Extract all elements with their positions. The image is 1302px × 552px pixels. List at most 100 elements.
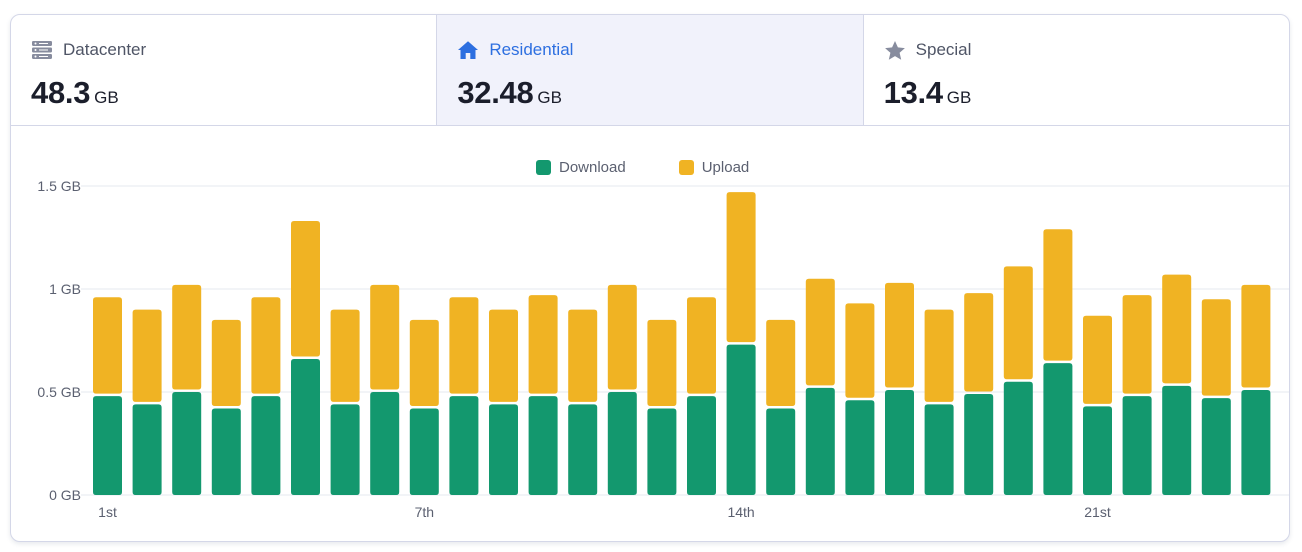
y-tick-label: 0.5 GB (37, 384, 81, 400)
y-tick-label: 1 GB (49, 281, 81, 297)
bar-upload[interactable] (805, 278, 835, 386)
usage-value: 13.4 GB (884, 75, 1289, 111)
bar-upload[interactable] (1162, 274, 1192, 384)
bar-chart-plot: 0 GB 0.5 GB 1 GB 1.5 GB 1st 7th 14th 21st (37, 178, 1289, 520)
bar-upload[interactable] (528, 295, 558, 394)
bar-download[interactable] (1043, 363, 1073, 495)
bar-download[interactable] (647, 408, 677, 495)
bar-download[interactable] (291, 359, 320, 495)
bar-download[interactable] (330, 404, 360, 495)
bar-download[interactable] (1201, 398, 1231, 495)
y-tick-label: 1.5 GB (37, 178, 81, 194)
usage-amount: 32.48 (457, 75, 534, 110)
x-tick-label: 1st (98, 504, 117, 520)
bar-upload[interactable] (647, 319, 677, 406)
bar-upload[interactable] (1122, 295, 1152, 394)
bar-upload[interactable] (211, 319, 241, 406)
bar-download[interactable] (845, 400, 875, 495)
bar-download[interactable] (607, 392, 637, 495)
legend-item-upload[interactable]: Upload (678, 159, 750, 176)
bar-upload[interactable] (251, 297, 281, 394)
bar-download[interactable] (687, 396, 716, 495)
bar-upload[interactable] (1083, 315, 1112, 404)
bar-upload[interactable] (885, 282, 914, 388)
bar-download[interactable] (1241, 389, 1271, 495)
tab-head: Residential (457, 39, 862, 61)
usage-value: 48.3 GB (31, 75, 436, 111)
bar-upload[interactable] (766, 319, 796, 406)
bar-upload[interactable] (687, 297, 716, 394)
bar-download[interactable] (528, 396, 558, 495)
bar-download[interactable] (766, 408, 796, 495)
tab-datacenter[interactable]: Datacenter 48.3 GB (11, 15, 436, 125)
bar-download[interactable] (132, 404, 162, 495)
bar-upload[interactable] (172, 284, 202, 390)
usage-amount: 48.3 (31, 75, 91, 110)
bar-download[interactable] (370, 392, 400, 495)
tab-label: Residential (489, 40, 574, 59)
tab-special[interactable]: Special 13.4 GB (862, 15, 1289, 125)
home-icon (457, 39, 479, 61)
star-icon (884, 39, 906, 61)
bar-download[interactable] (726, 344, 756, 495)
bar-upload[interactable] (132, 309, 162, 402)
bar-upload[interactable] (449, 297, 479, 394)
usage-chart: Download Upload 0 GB 0.5 GB 1 GB 1.5 GB 1st 7… (11, 126, 1289, 541)
bar-upload[interactable] (409, 319, 439, 406)
bar-download[interactable] (964, 394, 994, 495)
bar-download[interactable] (924, 404, 954, 495)
tab-label: Special (915, 40, 972, 59)
x-tick-label: 21st (1084, 504, 1111, 520)
tab-label: Datacenter (63, 40, 147, 59)
bar-download[interactable] (1083, 406, 1112, 495)
bar-upload[interactable] (330, 309, 360, 402)
legend-item-download[interactable]: Download (536, 159, 626, 176)
bar-upload[interactable] (370, 284, 400, 390)
bar-download[interactable] (568, 404, 598, 495)
legend-label: Upload (701, 159, 750, 176)
legend-swatch-upload (678, 160, 694, 175)
bar-download[interactable] (1162, 385, 1192, 495)
bar-upload[interactable] (607, 284, 637, 390)
usage-unit: GB (94, 88, 119, 107)
y-tick-label: 0 GB (49, 487, 81, 503)
bar-download[interactable] (409, 408, 439, 495)
x-tick-label: 14th (727, 504, 754, 520)
proxy-type-tabs: Datacenter 48.3 GB Residential 32.48 GB (11, 15, 1289, 126)
bar-upload[interactable] (726, 192, 756, 343)
bar-upload[interactable] (568, 309, 598, 402)
chart-legend: Download Upload (536, 159, 749, 176)
usage-unit: GB (537, 88, 562, 107)
bar-download[interactable] (449, 396, 479, 495)
legend-label: Download (559, 159, 626, 176)
bar-download[interactable] (1122, 396, 1152, 495)
legend-swatch-download (536, 160, 551, 175)
bar-upload[interactable] (93, 297, 122, 394)
bar-download[interactable] (805, 387, 835, 495)
bar-upload[interactable] (964, 293, 994, 392)
tab-head: Special (884, 39, 1289, 61)
server-icon (31, 39, 53, 61)
bar-upload[interactable] (1201, 299, 1231, 396)
usage-unit: GB (946, 88, 972, 107)
tab-head: Datacenter (31, 39, 436, 61)
bar-upload[interactable] (845, 303, 875, 398)
tab-residential[interactable]: Residential 32.48 GB (436, 15, 863, 125)
bar-upload[interactable] (489, 309, 518, 402)
bar-download[interactable] (489, 404, 518, 495)
usage-amount: 13.4 (883, 75, 943, 110)
usage-card: Datacenter 48.3 GB Residential 32.48 GB (10, 14, 1290, 542)
bar-upload[interactable] (1003, 266, 1033, 380)
bar-download[interactable] (251, 396, 281, 495)
bar-upload[interactable] (291, 221, 320, 357)
bar-download[interactable] (885, 389, 914, 495)
bar-download[interactable] (211, 408, 241, 495)
bar-download[interactable] (172, 392, 202, 495)
x-tick-label: 7th (415, 504, 434, 520)
bar-download[interactable] (1003, 381, 1033, 495)
bar-upload[interactable] (1043, 229, 1073, 361)
usage-value: 32.48 GB (457, 75, 862, 111)
bar-download[interactable] (93, 396, 122, 495)
bar-upload[interactable] (924, 309, 954, 402)
bar-upload[interactable] (1241, 284, 1271, 388)
